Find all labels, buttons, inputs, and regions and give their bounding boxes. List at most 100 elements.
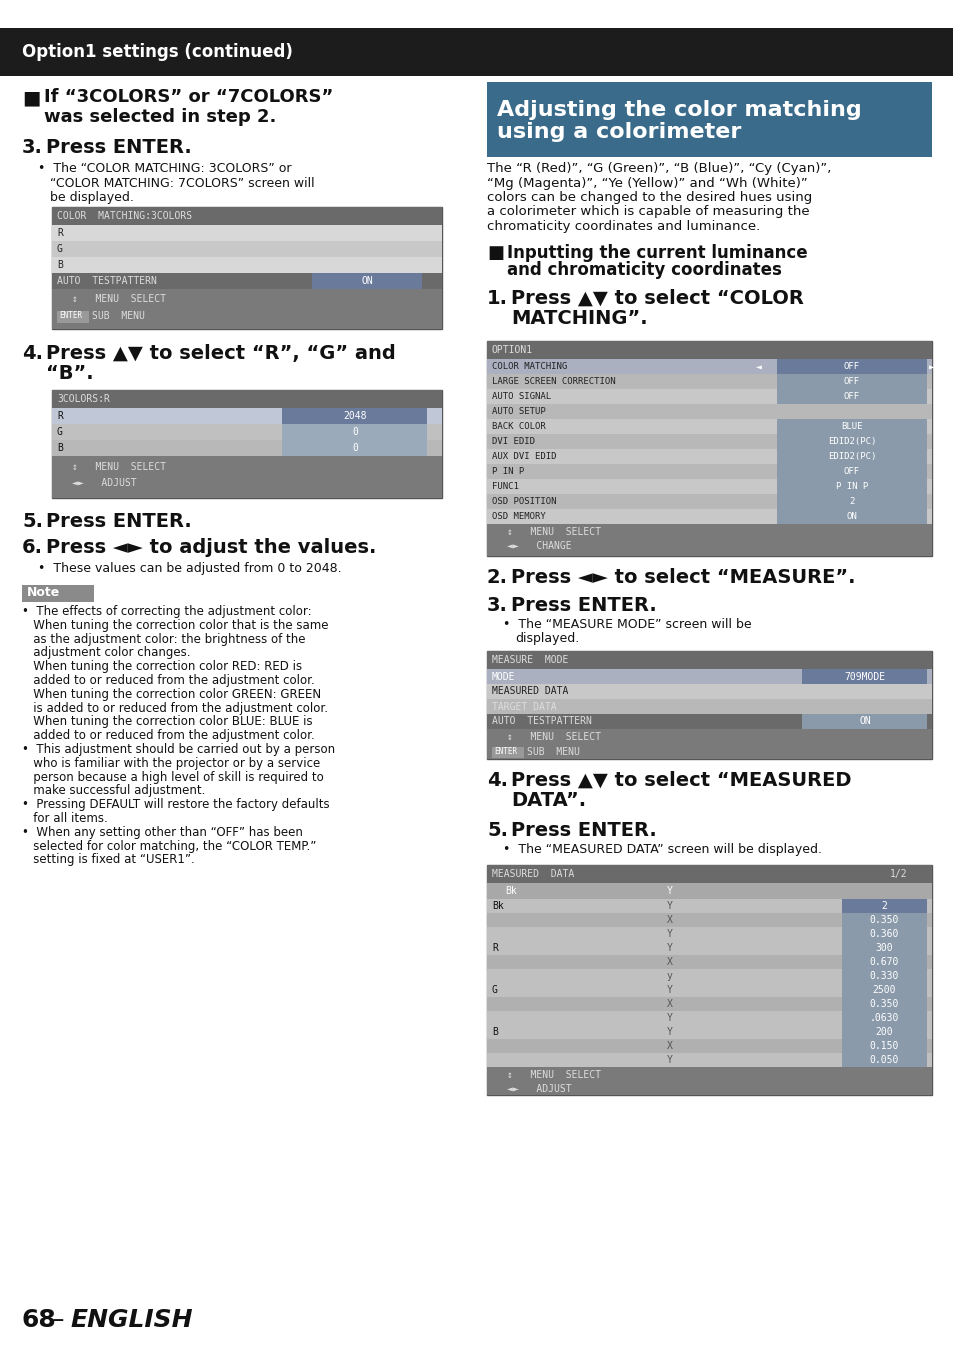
Text: Press ENTER.: Press ENTER. [46, 138, 192, 157]
Bar [52, 207, 441, 329]
Text: 2: 2 [881, 900, 886, 911]
Bar [841, 927, 926, 941]
Text: 0.350: 0.350 [868, 999, 898, 1008]
Text: DATA”.: DATA”. [511, 791, 585, 810]
Text: B: B [492, 1027, 497, 1037]
Bar [486, 670, 931, 684]
Text: –: – [52, 1308, 65, 1332]
Bar [841, 969, 926, 983]
Text: 2.: 2. [486, 568, 507, 587]
Text: OSD MEMORY: OSD MEMORY [492, 512, 545, 521]
Bar [52, 242, 441, 256]
Text: 3.: 3. [22, 138, 43, 157]
Bar [776, 389, 926, 404]
Bar [492, 747, 523, 757]
Text: adjustment color changes.: adjustment color changes. [22, 647, 191, 659]
Text: Press ▲▼ to select “COLOR: Press ▲▼ to select “COLOR [511, 289, 803, 308]
Bar [486, 954, 931, 969]
Bar [486, 464, 931, 479]
Text: Press ENTER.: Press ENTER. [511, 821, 656, 840]
Text: chromaticity coordinates and luminance.: chromaticity coordinates and luminance. [486, 220, 760, 234]
Text: ■: ■ [486, 244, 503, 262]
Bar [52, 225, 441, 242]
Text: 1/2: 1/2 [888, 869, 906, 879]
Text: “B”.: “B”. [46, 364, 93, 383]
Text: Adjusting the color matching: Adjusting the color matching [497, 100, 861, 120]
Text: BLUE: BLUE [841, 423, 862, 431]
Text: ◄: ◄ [756, 362, 761, 371]
Bar [486, 342, 931, 556]
Text: ENTER: ENTER [494, 748, 517, 756]
Text: 4.: 4. [22, 344, 43, 363]
Text: COLOR MATCHING: COLOR MATCHING [492, 362, 567, 371]
Text: The “R (Red)”, “G (Green)”, “B (Blue)”, “Cy (Cyan)”,: The “R (Red)”, “G (Green)”, “B (Blue)”, … [486, 162, 830, 176]
Text: •  The effects of correcting the adjustment color:: • The effects of correcting the adjustme… [22, 605, 312, 618]
Text: 6.: 6. [22, 539, 43, 558]
Text: was selected in step 2.: was selected in step 2. [44, 108, 276, 126]
Bar [57, 310, 89, 323]
Text: ◄►   ADJUST: ◄► ADJUST [71, 478, 136, 487]
Bar [486, 699, 931, 714]
Bar [841, 899, 926, 913]
Text: •  These values can be adjusted from 0 to 2048.: • These values can be adjusted from 0 to… [38, 562, 341, 575]
Bar [776, 494, 926, 509]
Text: LARGE SCREEN CORRECTION: LARGE SCREEN CORRECTION [492, 377, 615, 386]
Text: 0.150: 0.150 [868, 1041, 898, 1052]
Text: 2048: 2048 [343, 410, 366, 421]
Text: ↕   MENU  SELECT: ↕ MENU SELECT [506, 732, 600, 742]
Text: •  This adjustment should be carried out by a person: • This adjustment should be carried out … [22, 743, 335, 756]
Text: colors can be changed to the desired hues using: colors can be changed to the desired hue… [486, 190, 811, 204]
Text: Press ENTER.: Press ENTER. [511, 595, 656, 616]
Text: 0.350: 0.350 [868, 915, 898, 925]
Text: displayed.: displayed. [515, 632, 578, 645]
Text: Bk: Bk [504, 886, 517, 896]
Text: 709MODE: 709MODE [843, 671, 884, 682]
Text: AUTO  TESTPATTERN: AUTO TESTPATTERN [57, 275, 156, 286]
Text: •  Pressing DEFAULT will restore the factory defaults: • Pressing DEFAULT will restore the fact… [22, 798, 330, 811]
Bar [52, 207, 441, 225]
Text: P IN P: P IN P [835, 482, 867, 491]
Bar [486, 1053, 931, 1066]
Bar [486, 82, 931, 157]
Text: •  The “MEASURED DATA” screen will be displayed.: • The “MEASURED DATA” screen will be dis… [502, 842, 821, 856]
Bar [841, 954, 926, 969]
Bar [52, 440, 441, 456]
Bar [486, 684, 931, 699]
Text: added to or reduced from the adjustment color.: added to or reduced from the adjustment … [22, 729, 314, 742]
Bar [486, 359, 931, 374]
Text: Option1 settings (continued): Option1 settings (continued) [22, 43, 293, 61]
Bar [22, 585, 94, 602]
Bar [486, 865, 931, 883]
Text: G: G [492, 986, 497, 995]
Bar [486, 524, 931, 556]
Bar [486, 404, 931, 418]
Bar [801, 670, 926, 684]
Bar [776, 450, 926, 464]
Bar [841, 998, 926, 1011]
Text: B: B [57, 443, 63, 454]
Text: “COLOR MATCHING: 7COLORS” screen will: “COLOR MATCHING: 7COLORS” screen will [50, 177, 314, 190]
Bar [486, 1040, 931, 1053]
Text: Y: Y [666, 1027, 672, 1037]
Text: P IN P: P IN P [492, 467, 524, 477]
Bar [486, 651, 931, 670]
Text: Press ENTER.: Press ENTER. [46, 512, 192, 531]
Text: added to or reduced from the adjustment color.: added to or reduced from the adjustment … [22, 674, 314, 687]
Text: ↕   MENU  SELECT: ↕ MENU SELECT [71, 294, 166, 304]
Text: ON: ON [361, 275, 373, 286]
Text: R: R [492, 944, 497, 953]
Bar [0, 28, 953, 76]
Text: .0630: .0630 [868, 1012, 898, 1023]
Text: Y: Y [666, 944, 672, 953]
Bar [486, 1025, 931, 1040]
Text: EDID2(PC): EDID2(PC) [827, 437, 875, 446]
Text: OSD POSITION: OSD POSITION [492, 497, 556, 506]
Text: OPTION1: OPTION1 [492, 346, 533, 355]
Text: ■: ■ [22, 88, 40, 107]
Bar [486, 374, 931, 389]
Bar [486, 998, 931, 1011]
Text: 3.: 3. [486, 595, 507, 616]
Text: y: y [666, 971, 672, 981]
Text: be displayed.: be displayed. [50, 190, 133, 204]
Bar [841, 913, 926, 927]
